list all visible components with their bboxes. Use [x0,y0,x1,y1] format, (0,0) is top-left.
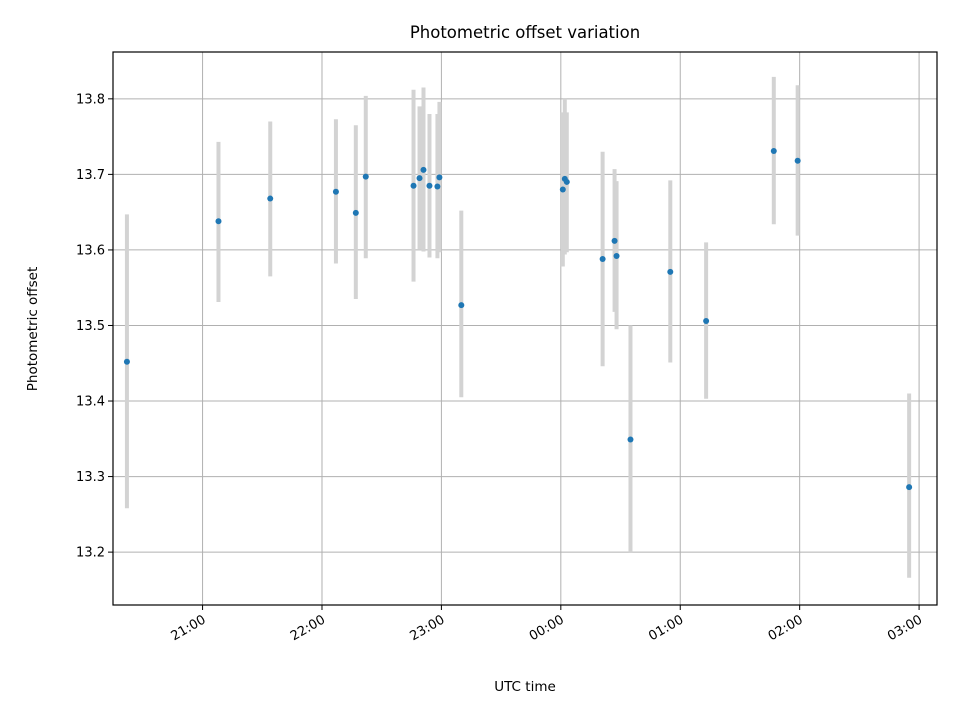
plot-frame [112,51,938,606]
data-point [436,174,443,181]
data-point [267,195,274,202]
data-point [458,302,465,309]
x-axis-label: UTC time [494,679,556,695]
data-point [611,237,618,244]
y-axis-ticks: 13.2 13.3 13.4 13.5 13.6 13.7 13.8 [76,92,113,561]
y-tick-label: 13.5 [76,319,105,334]
y-tick-label: 13.3 [76,470,105,485]
y-tick-label: 13.7 [76,168,105,183]
data-point [559,186,566,193]
data-point [906,484,913,491]
data-point [434,183,441,190]
data-point [332,188,339,195]
data-point [613,252,620,259]
data-point [362,173,369,180]
data-point [794,157,801,164]
data-point [703,317,710,324]
data-point [627,436,634,443]
chart-title: Photometric offset variation [410,23,640,42]
data-point [563,178,570,185]
data-point [215,218,222,225]
data-point [770,147,777,154]
y-tick-label: 13.6 [76,243,105,258]
data-point [426,182,433,189]
y-tick-label: 13.4 [76,395,105,410]
data-point [599,255,606,262]
data-point [410,182,417,189]
data-points [123,147,913,491]
y-axis-label: Photometric offset [25,267,41,391]
data-point [667,268,674,275]
data-point [416,175,423,182]
y-tick-label: 13.8 [76,92,105,107]
y-tick-label: 13.2 [76,546,105,561]
data-point [352,209,359,216]
data-point [420,166,427,173]
data-point [123,358,130,365]
